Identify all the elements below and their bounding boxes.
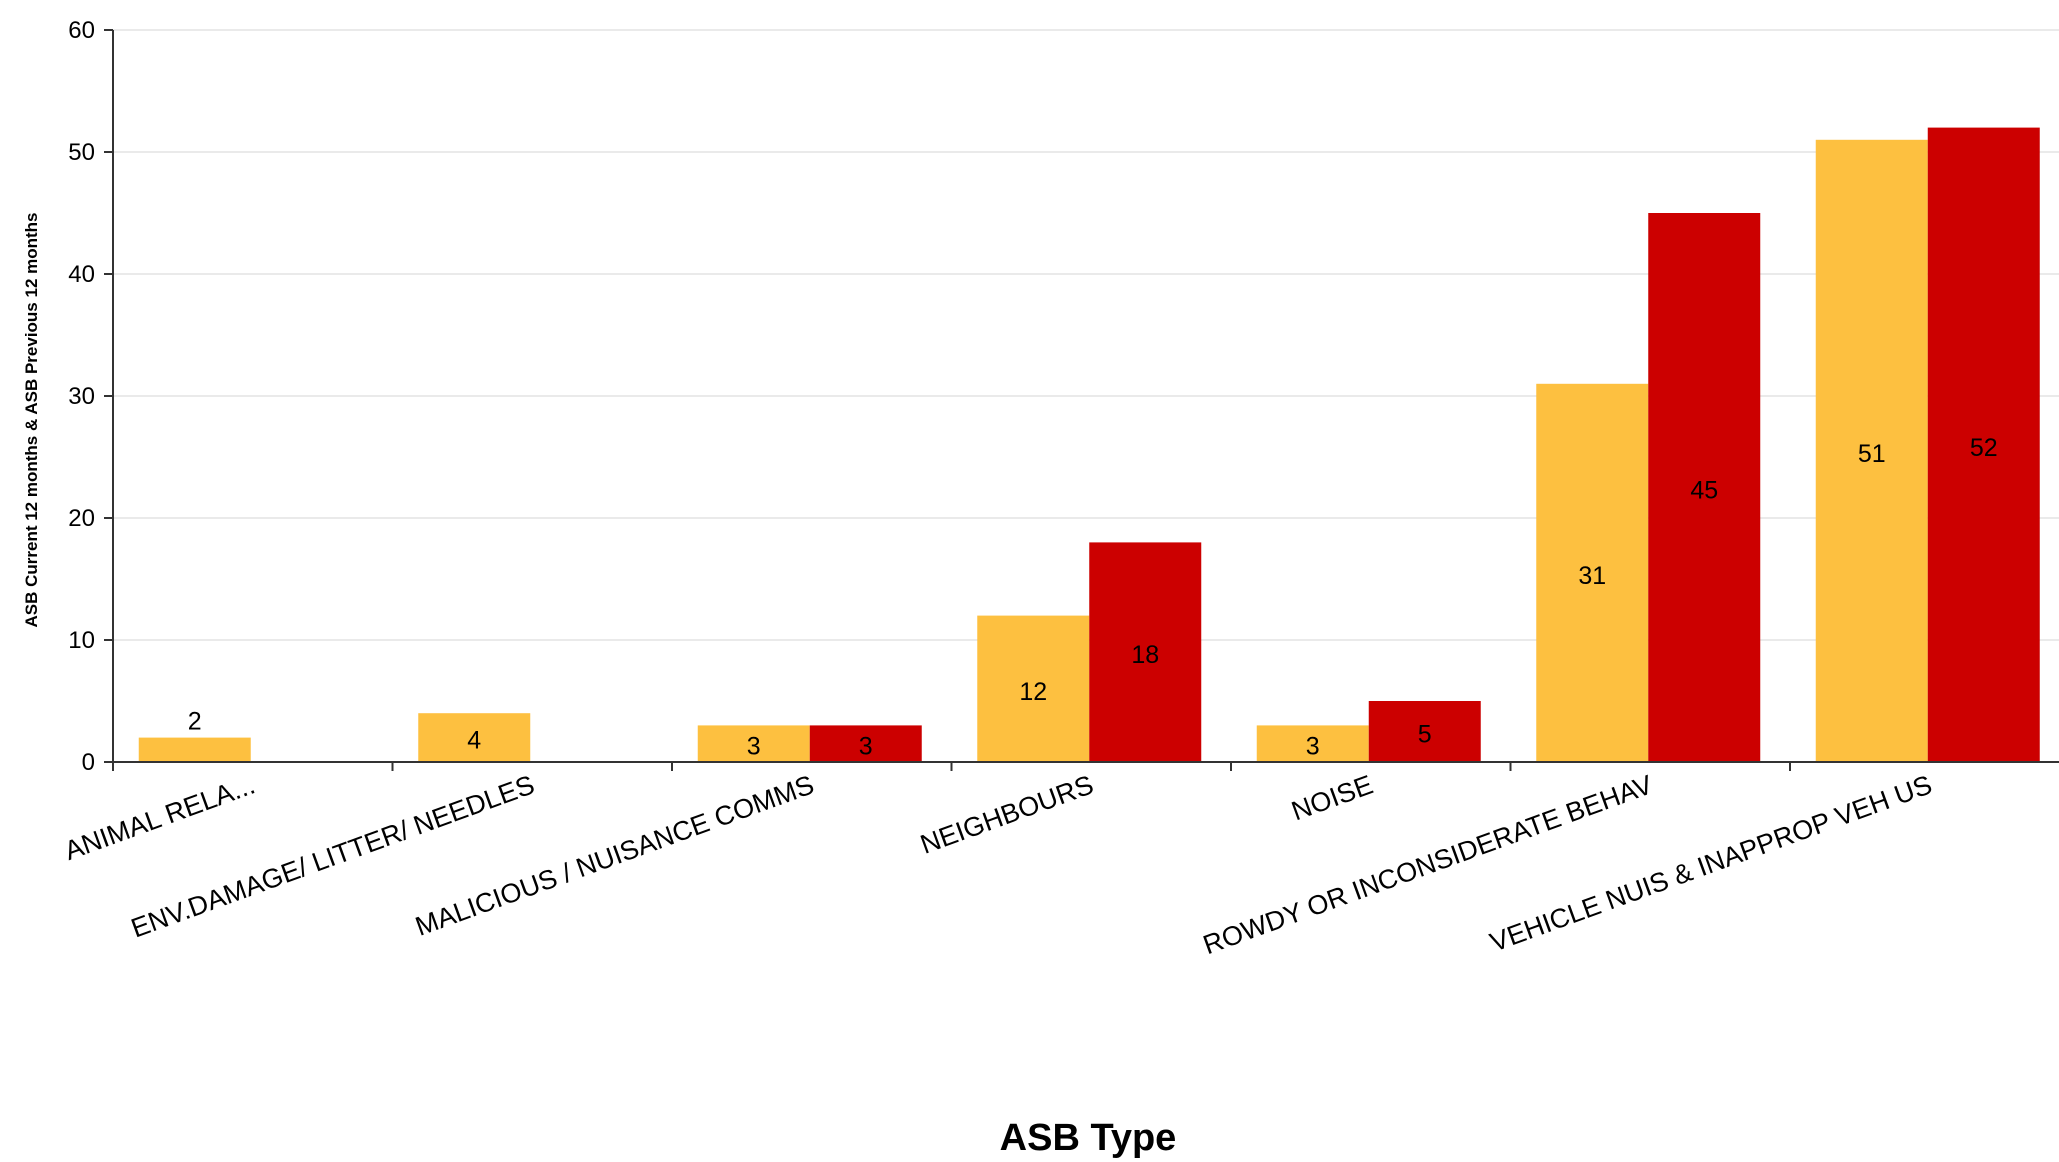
y-tick-label: 40 xyxy=(68,261,95,288)
bar-series1-3 xyxy=(977,615,1090,762)
bars xyxy=(138,127,2040,763)
bar-series2-6 xyxy=(1927,127,2040,763)
bar-series1-5 xyxy=(1536,383,1649,762)
bar-series1-2 xyxy=(697,725,810,762)
bar-series1-0 xyxy=(138,737,251,762)
data-label-series2-3: 18 xyxy=(1131,641,1159,669)
labels: 0 10 20 30 40 50 60 2 4 3 3 12 18 3 5 31 45 51 52 ANIMAL RE… xyxy=(61,17,1998,960)
data-label-series1-2: 3 xyxy=(747,733,761,761)
data-label-series1-5: 31 xyxy=(1578,562,1606,590)
x-category-label: ANIMAL RELA... xyxy=(61,769,259,866)
y-tick-label: 60 xyxy=(68,17,95,44)
bar-series1-1 xyxy=(418,713,531,762)
x-category-label: NEIGHBOURS xyxy=(916,769,1097,859)
bar-series2-5 xyxy=(1648,213,1761,762)
y-axis-title: ASB Current 12 months & ASB Previous 12 … xyxy=(22,212,41,627)
data-label-series1-6: 51 xyxy=(1858,440,1886,468)
data-label-series1-4: 3 xyxy=(1306,733,1320,761)
axes xyxy=(104,29,2059,771)
bar-series1-4 xyxy=(1256,725,1369,762)
y-tick-label: 30 xyxy=(68,383,95,410)
x-category-label: NOISE xyxy=(1288,769,1377,826)
data-label-series2-5: 45 xyxy=(1690,477,1718,505)
x-category-label: VEHICLE NUIS & INAPPROP VEH US xyxy=(1486,769,1936,957)
data-label-series1-0: 2 xyxy=(188,708,202,736)
bar-series2-3 xyxy=(1089,542,1202,762)
grid-lines xyxy=(113,29,2059,641)
data-label-series1-3: 12 xyxy=(1019,678,1047,706)
data-label-series2-6: 52 xyxy=(1970,434,1998,462)
bar-series2-2 xyxy=(809,725,922,762)
x-category-label: ROWDY OR INCONSIDERATE BEHAV xyxy=(1199,769,1656,960)
bar-series1-6 xyxy=(1815,139,1928,763)
y-tick-label: 50 xyxy=(68,139,95,166)
y-tick-label: 10 xyxy=(68,627,95,654)
data-label-series2-2: 3 xyxy=(859,733,873,761)
y-tick-label: 0 xyxy=(82,749,95,776)
y-tick-label: 20 xyxy=(68,505,95,532)
data-label-series2-4: 5 xyxy=(1418,721,1432,749)
x-axis-title: ASB Type xyxy=(1000,1117,1177,1159)
bar-series2-4 xyxy=(1368,701,1481,762)
data-label-series1-1: 4 xyxy=(467,727,481,755)
